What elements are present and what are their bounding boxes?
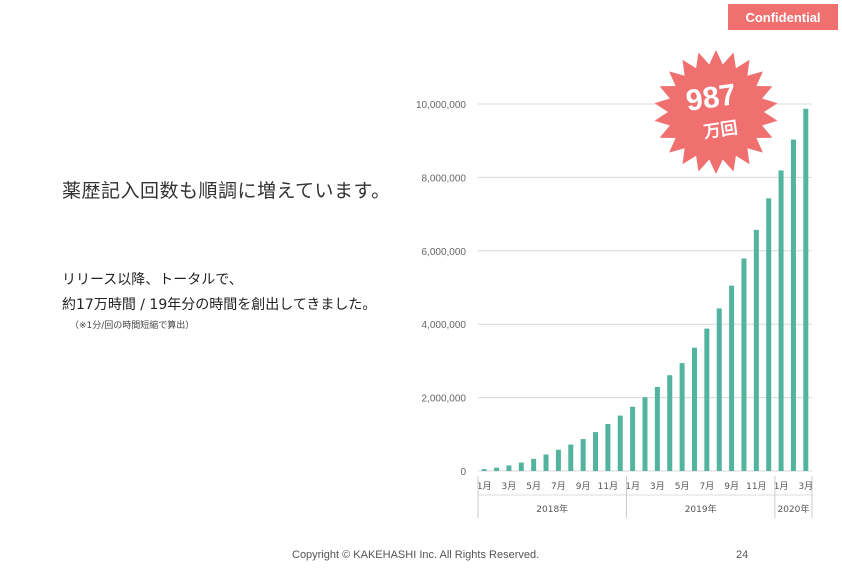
x-tick-label: 1月 [477, 481, 492, 492]
bar-3 [506, 465, 512, 471]
bar-24 [766, 198, 772, 471]
bar-1 [481, 469, 487, 471]
starburst-unit: 万回 [701, 118, 738, 143]
bar-20 [716, 308, 722, 471]
bar-26 [790, 139, 796, 471]
body-line-1: リリース以降、トータルで、 [62, 272, 243, 288]
bar-6 [543, 454, 549, 471]
body-line-2: 約17万時間 / 19年分の時間を創出してきました。 [62, 297, 377, 313]
bar-2 [494, 467, 500, 471]
page-number: 24 [736, 549, 749, 561]
starburst-number: 987 [684, 78, 738, 118]
bar-16 [667, 375, 673, 471]
x-tick-label: 1月 [625, 481, 640, 492]
y-axis-tick-labels: 0 2,000,000 4,000,000 6,000,000 8,000,000 10,… [416, 100, 467, 478]
calculation-note: （※1分/回の時間短縮で算出） [70, 321, 195, 331]
year-label: 2019年 [685, 503, 717, 515]
y-tick-label: 10,000,000 [416, 100, 466, 111]
bar-25 [778, 170, 784, 471]
bar-10 [593, 432, 599, 471]
year-label: 2018年 [536, 503, 568, 515]
x-tick-label: 3月 [650, 481, 665, 492]
y-tick-label: 0 [460, 467, 466, 478]
starburst-callout: 987 万回 [654, 50, 778, 174]
bar-11 [605, 424, 611, 471]
x-tick-label: 7月 [699, 481, 714, 492]
bar-19 [704, 328, 710, 471]
x-tick-label: 7月 [551, 481, 566, 492]
x-tick-label: 9月 [576, 481, 591, 492]
y-tick-label: 4,000,000 [422, 320, 467, 331]
y-tick-label: 8,000,000 [422, 173, 467, 184]
x-tick-label: 5月 [675, 481, 690, 492]
bar-27 [803, 108, 809, 472]
x-tick-label: 5月 [526, 481, 541, 492]
y-tick-label: 2,000,000 [422, 394, 467, 405]
bar-13 [630, 406, 636, 471]
bar-9 [580, 439, 586, 471]
bar-15 [654, 386, 660, 471]
bar-4 [518, 462, 524, 471]
bar-22 [741, 258, 747, 471]
bar-5 [531, 458, 537, 471]
x-axis: 1月 3月 5月 7月 9月 11月 1月 3月 5月 7月 9月 11月 1月 3月 2018年 2019年… [477, 476, 813, 518]
bar-14 [642, 397, 648, 471]
starburst-shape [654, 50, 778, 174]
x-tick-label: 3月 [798, 481, 813, 492]
year-label: 2020年 [777, 503, 809, 515]
x-tick-label: 3月 [502, 481, 517, 492]
y-tick-label: 6,000,000 [422, 247, 467, 258]
footer-copyright: Copyright © KAKEHASHI Inc. All Rights Re… [292, 549, 540, 561]
x-tick-label: 11月 [746, 481, 766, 492]
slide-heading: 薬歴記入回数も順調に増えています。 [62, 180, 391, 202]
x-tick-label: 1月 [774, 481, 789, 492]
bar-8 [568, 444, 574, 471]
bar-7 [555, 449, 561, 471]
body-text: リリース以降、トータルで、 約17万時間 / 19年分の時間を創出してきました。 [62, 268, 376, 318]
x-tick-label: 11月 [598, 481, 618, 492]
confidential-badge: Confidential [728, 4, 838, 30]
bar-21 [729, 285, 735, 471]
bar-12 [617, 415, 623, 471]
bar-23 [753, 229, 759, 471]
bar-17 [679, 363, 685, 471]
x-tick-label: 9月 [724, 481, 739, 492]
bar-18 [691, 347, 697, 471]
chart-bars [481, 108, 809, 472]
